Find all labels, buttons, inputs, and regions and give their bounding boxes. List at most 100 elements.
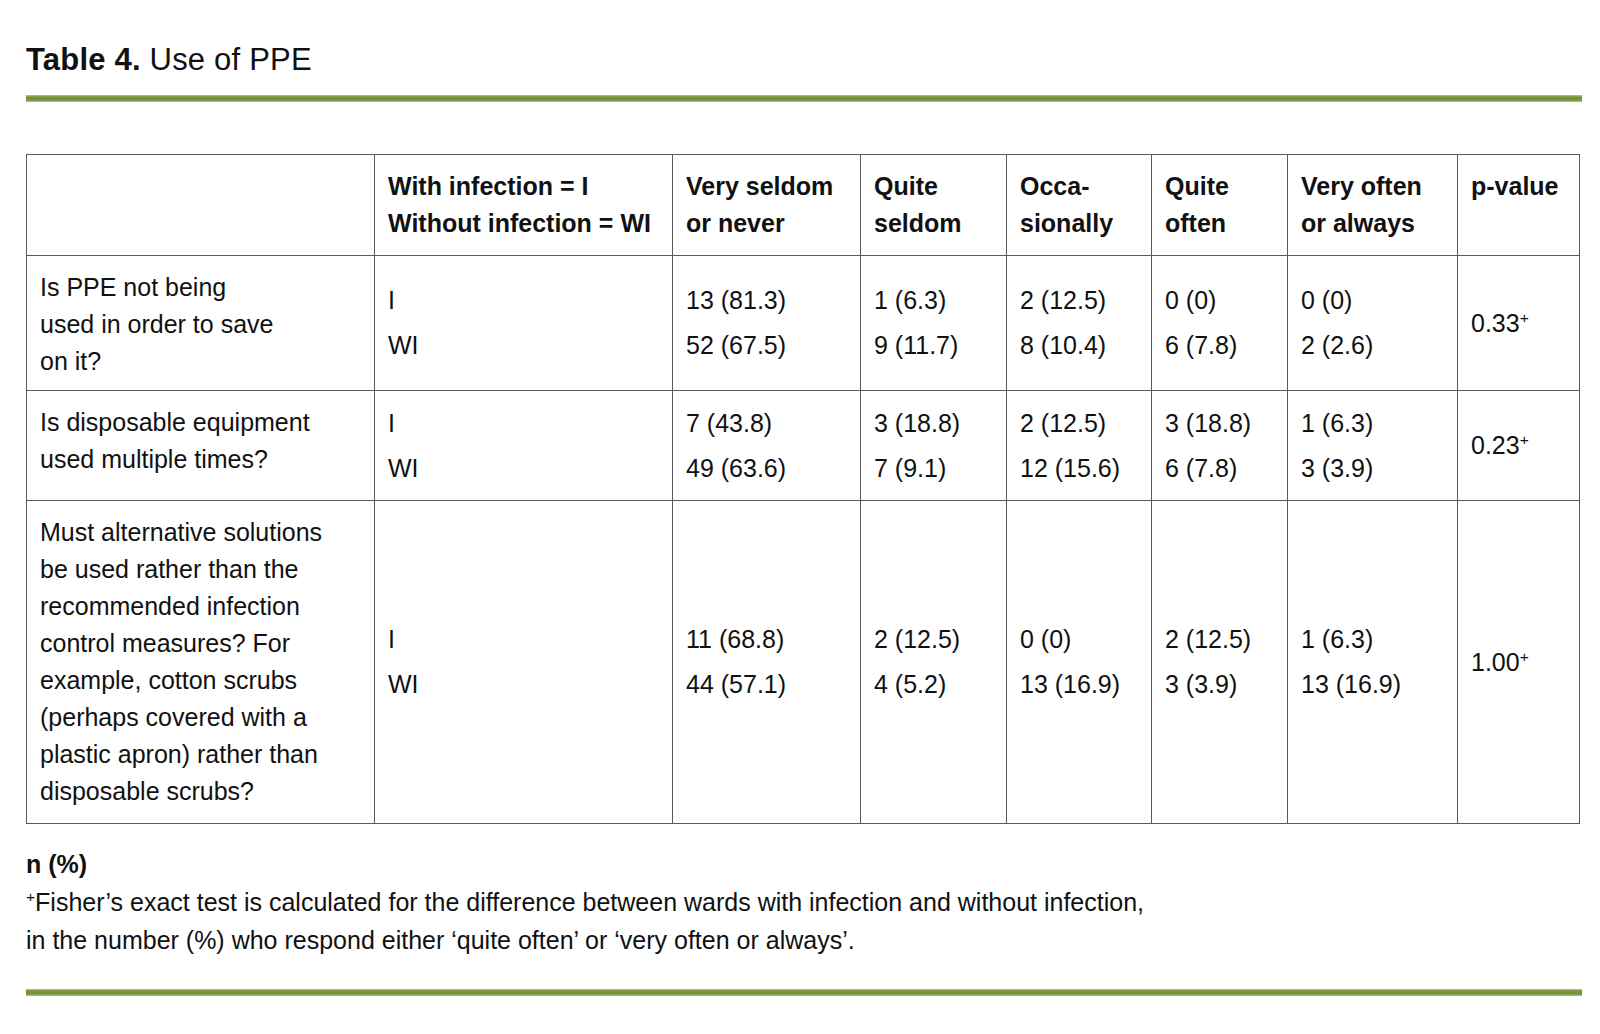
value-wi: 52 (67.5) [686,323,860,368]
value-wi: 12 (15.6) [1020,446,1151,491]
p-value: 0.23 [1471,431,1520,459]
table-row: Is PPE not being used in order to save o… [27,256,1580,391]
value-wi: 6 (7.8) [1165,323,1287,368]
value-wi: 49 (63.6) [686,446,860,491]
value-cell: 1 (6.3) 3 (3.9) [1288,391,1458,501]
value-cell: 7 (43.8) 49 (63.6) [673,391,861,501]
value-cell: 1 (6.3) 9 (11.7) [861,256,1007,391]
p-value: 0.33 [1471,309,1520,337]
table-number: Table 4. [26,42,141,77]
value-i: 2 (12.5) [1020,401,1151,446]
header-cell-occasionally: Occa- sionally [1007,155,1152,256]
value-cell: 2 (12.5) 3 (3.9) [1152,501,1288,824]
header-cell-very-often: Very often or always [1288,155,1458,256]
value-i: 2 (12.5) [1020,278,1151,323]
group-cell: I WI [375,256,673,391]
footnote-n-percent: n (%) [26,845,1578,883]
group-label-wi: WI [388,446,672,491]
table-title: Table 4. Use of PPE [26,0,1578,78]
group-label-i: I [388,401,672,446]
value-i: 1 (6.3) [874,278,1006,323]
p-value-marker: + [1520,308,1529,325]
value-cell: 0 (0) 6 (7.8) [1152,256,1288,391]
value-i: 11 (68.8) [686,617,860,662]
header-cell-blank [27,155,375,256]
footnote-fisher-line1: +Fisher’s exact test is calculated for t… [26,883,1578,921]
value-i: 0 (0) [1020,617,1151,662]
header-line [1471,205,1579,242]
table-header-row: With infection = I Without infection = W… [27,155,1580,256]
value-wi: 6 (7.8) [1165,446,1287,491]
header-line: With infection = I [388,168,672,205]
value-wi: 13 (16.9) [1301,662,1457,707]
header-line: or always [1301,205,1457,242]
group-label-wi: WI [388,662,672,707]
group-cell: I WI [375,501,673,824]
value-i: 1 (6.3) [1301,401,1457,446]
header-line: Quite [874,168,1006,205]
value-cell: 2 (12.5) 4 (5.2) [861,501,1007,824]
bottom-divider-rule [26,989,1582,996]
footnote-fisher-line2: in the number (%) who respond either ‘qu… [26,921,1578,959]
value-i: 13 (81.3) [686,278,860,323]
footnote-text-line1: Fisher’s exact test is calculated for th… [35,888,1144,916]
value-cell: 2 (12.5) 12 (15.6) [1007,391,1152,501]
paper-page: Table 4. Use of PPE With infection = I W… [0,0,1600,996]
header-cell-very-seldom: Very seldom or never [673,155,861,256]
value-i: 2 (12.5) [1165,617,1287,662]
value-cell: 1 (6.3) 13 (16.9) [1288,501,1458,824]
header-line: often [1165,205,1287,242]
footnote-marker: + [26,888,35,905]
question-cell: Must alternative solutions be used rathe… [27,501,375,824]
value-wi: 13 (16.9) [1020,662,1151,707]
header-cell-quite-seldom: Quite seldom [861,155,1007,256]
value-i: 0 (0) [1301,278,1457,323]
question-text: Must alternative solutions be used rathe… [40,501,374,820]
header-line: Quite [1165,168,1287,205]
p-value-marker: + [1520,431,1529,448]
value-i: 1 (6.3) [1301,617,1457,662]
value-wi: 3 (3.9) [1301,446,1457,491]
group-label-wi: WI [388,323,672,368]
table-caption: Use of PPE [141,42,312,77]
value-wi: 9 (11.7) [874,323,1006,368]
p-value-cell: 0.23+ [1458,391,1580,501]
value-wi: 7 (9.1) [874,446,1006,491]
ppe-use-table: With infection = I Without infection = W… [26,154,1580,824]
value-i: 0 (0) [1165,278,1287,323]
header-line: p-value [1471,168,1579,205]
value-cell: 3 (18.8) 6 (7.8) [1152,391,1288,501]
table-row: Must alternative solutions be used rathe… [27,501,1580,824]
header-line: seldom [874,205,1006,242]
header-line [40,205,374,242]
question-text: Is PPE not being used in order to save o… [40,256,374,390]
header-cell-p-value: p-value [1458,155,1580,256]
header-line: or never [686,205,860,242]
p-value-cell: 0.33+ [1458,256,1580,391]
value-cell: 3 (18.8) 7 (9.1) [861,391,1007,501]
question-text: Is disposable equipment used multiple ti… [40,391,374,488]
value-wi: 2 (2.6) [1301,323,1457,368]
group-label-i: I [388,278,672,323]
value-i: 3 (18.8) [1165,401,1287,446]
header-cell-infection-key: With infection = I Without infection = W… [375,155,673,256]
value-wi: 8 (10.4) [1020,323,1151,368]
p-value: 1.00 [1471,648,1520,676]
group-label-i: I [388,617,672,662]
value-wi: 3 (3.9) [1165,662,1287,707]
value-cell: 13 (81.3) 52 (67.5) [673,256,861,391]
value-wi: 4 (5.2) [874,662,1006,707]
header-line: Occa- [1020,168,1151,205]
question-cell: Is disposable equipment used multiple ti… [27,391,375,501]
header-line: Very often [1301,168,1457,205]
table-row: Is disposable equipment used multiple ti… [27,391,1580,501]
value-cell: 0 (0) 2 (2.6) [1288,256,1458,391]
header-cell-quite-often: Quite often [1152,155,1288,256]
value-i: 3 (18.8) [874,401,1006,446]
value-cell: 11 (68.8) 44 (57.1) [673,501,861,824]
p-value-marker: + [1520,647,1529,664]
value-cell: 2 (12.5) 8 (10.4) [1007,256,1152,391]
value-i: 7 (43.8) [686,401,860,446]
footnote-text-line2: in the number (%) who respond either ‘qu… [26,926,855,954]
group-cell: I WI [375,391,673,501]
